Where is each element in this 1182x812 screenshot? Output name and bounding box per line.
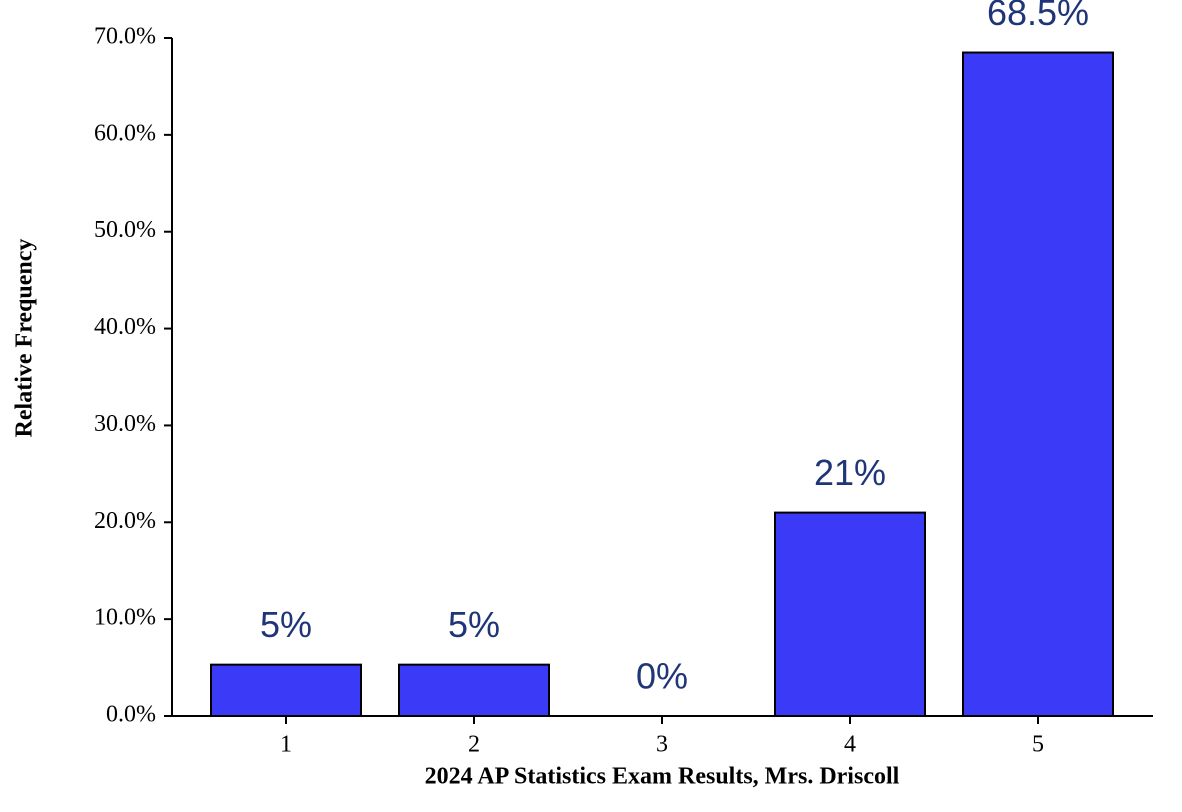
y-axis-title: Relative Frequency bbox=[12, 239, 38, 438]
y-tick-label: 0.0% bbox=[106, 702, 156, 728]
value-label: 5% bbox=[448, 604, 500, 645]
y-tick-label: 10.0% bbox=[94, 605, 156, 631]
bar bbox=[210, 663, 362, 717]
value-label: 5% bbox=[260, 604, 312, 645]
value-label: 0% bbox=[636, 656, 688, 697]
value-label: 21% bbox=[814, 452, 886, 493]
x-axis-title: 2024 AP Statistics Exam Results, Mrs. Dr… bbox=[425, 764, 900, 790]
bar bbox=[962, 51, 1114, 718]
x-tick-label: 4 bbox=[844, 732, 856, 758]
bar bbox=[398, 663, 550, 717]
y-tick-label: 60.0% bbox=[94, 120, 156, 146]
y-tick-label: 40.0% bbox=[94, 314, 156, 340]
x-tick-label: 3 bbox=[656, 732, 668, 758]
x-tick-label: 2 bbox=[468, 732, 480, 758]
x-tick-label: 5 bbox=[1032, 732, 1044, 758]
value-label: 68.5% bbox=[987, 0, 1089, 33]
y-tick-label: 70.0% bbox=[94, 24, 156, 50]
bar bbox=[774, 511, 926, 717]
y-tick-label: 20.0% bbox=[94, 508, 156, 534]
x-tick-label: 1 bbox=[280, 732, 292, 758]
y-tick-label: 30.0% bbox=[94, 411, 156, 437]
y-tick-label: 50.0% bbox=[94, 217, 156, 243]
